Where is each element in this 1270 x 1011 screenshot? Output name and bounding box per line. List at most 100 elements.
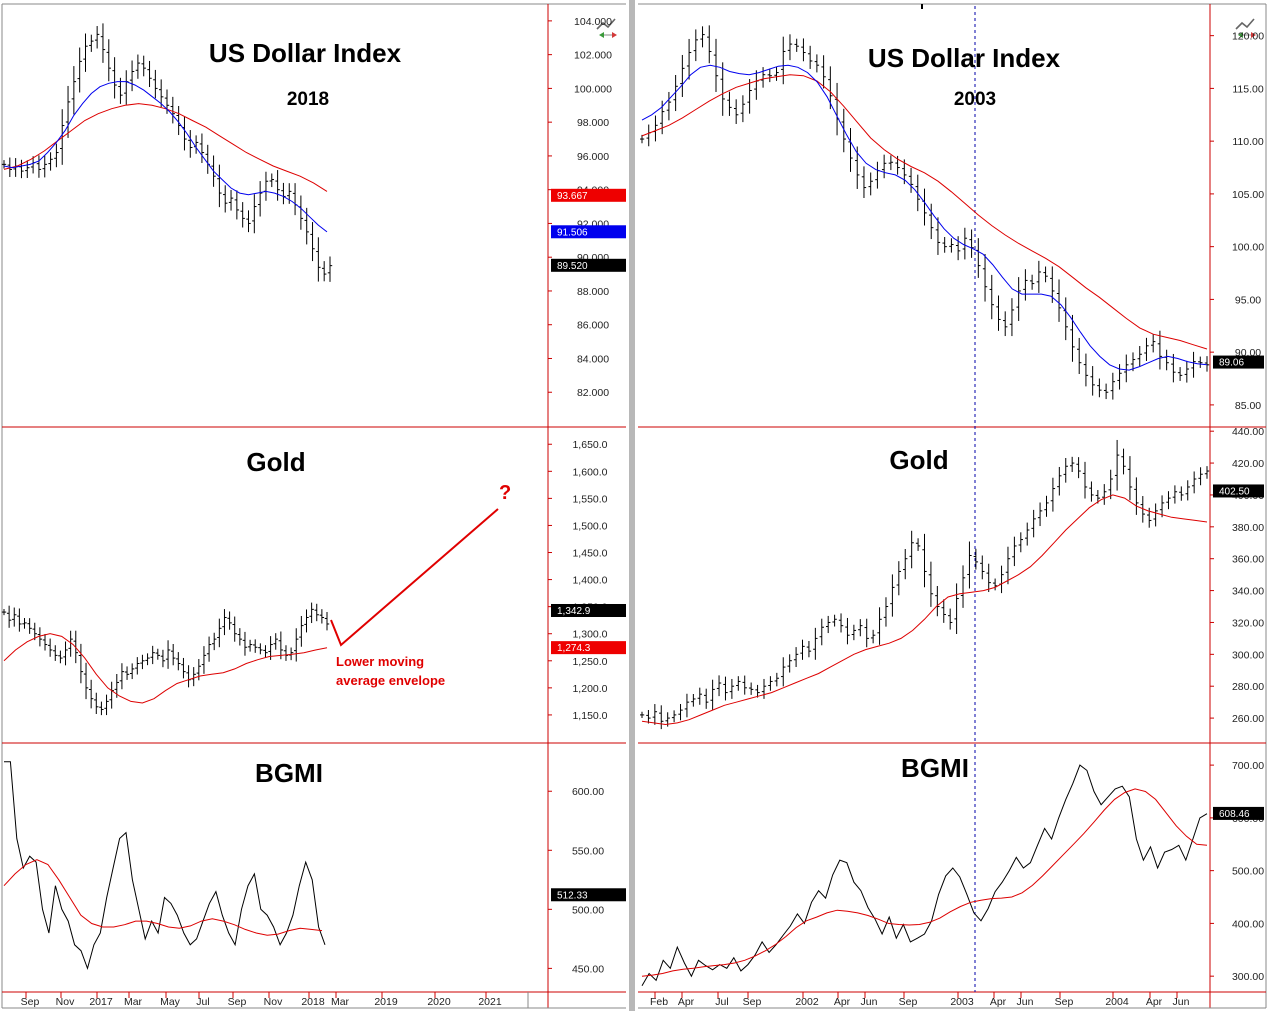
price-bar: [1056, 279, 1062, 322]
envelope-annotation: ? Lower moving average envelope: [330, 482, 511, 688]
price-bar: [1082, 461, 1088, 499]
price-bar: [640, 711, 645, 719]
price-bar: [212, 632, 217, 651]
price-bar: [678, 704, 683, 721]
price-bar: [767, 68, 772, 83]
price-bar: [774, 672, 780, 687]
price-bar: [861, 166, 867, 199]
projection-question-mark: ?: [499, 482, 511, 504]
panel-divider: [629, 0, 635, 1011]
y-tick-label: 300.00: [1232, 971, 1264, 983]
price-bar: [1076, 457, 1081, 479]
price-bar: [1102, 484, 1107, 505]
price-bar: [217, 164, 222, 208]
y-tick-label: 104.000: [574, 16, 612, 28]
price-bar: [77, 47, 82, 93]
last-value-badge: [551, 888, 626, 902]
last-value-badge-label: 402.50: [1219, 486, 1250, 497]
y-tick-label: 300.00: [1232, 649, 1264, 661]
y-tick-label: 96.000: [577, 151, 609, 163]
x-tick-label: 2004: [1105, 996, 1129, 1008]
price-bar: [147, 60, 152, 88]
price-bar: [1198, 356, 1203, 368]
last-value-badge-label: 93.667: [557, 191, 588, 202]
price-bar: [53, 645, 58, 661]
price-bar: [748, 682, 754, 695]
price-bar: [1023, 269, 1028, 301]
price-bar: [153, 69, 158, 99]
right-chart-frame: [638, 3, 1267, 1009]
x-tick-label: Mar: [124, 996, 143, 1008]
price-bar: [42, 633, 48, 651]
price-bar: [716, 675, 722, 697]
price-bar: [877, 607, 882, 645]
y-tick-label: 1,600.0: [572, 466, 607, 478]
y-tick-label: 120.00: [1232, 31, 1264, 43]
price-bar: [223, 185, 228, 213]
price-bar: [135, 54, 141, 79]
x-tick-label: Feb: [650, 996, 668, 1008]
price-bar: [1127, 456, 1133, 501]
fast-moving-average-line: [641, 64, 1208, 371]
x-tick-label: 2021: [478, 996, 502, 1008]
price-bar: [989, 274, 994, 320]
price-bar: [1, 608, 7, 616]
x-tick-label: Nov: [264, 996, 283, 1008]
price-bar: [1171, 353, 1176, 383]
price-bar: [760, 67, 766, 88]
fast-moving-average-line: [3, 81, 328, 233]
price-bar: [321, 261, 327, 282]
price-bar: [1097, 378, 1102, 398]
price-bar: [1044, 495, 1049, 517]
chart-settings-icon[interactable]: [1235, 18, 1256, 38]
price-bar: [691, 693, 696, 707]
price-bar: [1031, 509, 1036, 538]
price-bar: [659, 705, 664, 730]
price-bar: [723, 676, 728, 701]
price-bar: [165, 640, 171, 669]
price-bar: [27, 618, 32, 634]
y-tick-label: 500.00: [572, 904, 604, 916]
price-bar: [729, 678, 735, 699]
price-bar: [801, 38, 806, 62]
price-bar: [1095, 490, 1101, 504]
chart-settings-icon[interactable]: [596, 18, 617, 38]
y-tick-label: 400.00: [1232, 918, 1264, 930]
price-bar: [851, 624, 857, 641]
price-bar: [1121, 448, 1126, 475]
price-bar: [996, 295, 1001, 331]
price-bar: [986, 563, 991, 593]
price-bar: [1108, 469, 1113, 500]
price-bar: [1037, 502, 1043, 527]
price-bar: [800, 639, 805, 660]
y-tick-label: 450.00: [572, 963, 604, 975]
price-bar: [237, 628, 243, 646]
y-tick-label: 1,200.0: [572, 683, 607, 695]
y-tick-label: 1,550.0: [572, 493, 607, 505]
y-tick-label: 110.00: [1232, 136, 1263, 148]
price-bar: [234, 190, 240, 220]
price-bar: [929, 203, 934, 240]
price-bar: [12, 607, 17, 627]
slow-moving-average-line: [641, 494, 1208, 726]
price-bar: [1117, 364, 1122, 390]
price-bar: [821, 55, 826, 89]
price-bar: [1005, 546, 1011, 585]
y-tick-label: 500.00: [1232, 866, 1264, 878]
price-bar: [909, 530, 914, 569]
price-bar: [755, 684, 760, 698]
usd-2003-subtitle: 2003: [954, 89, 996, 110]
price-bar: [814, 54, 820, 73]
price-bar: [973, 548, 979, 570]
price-bar: [740, 95, 746, 123]
price-bar: [935, 585, 940, 617]
price-bar: [1185, 480, 1190, 501]
price-bar: [22, 618, 27, 629]
y-tick-label: 86.000: [577, 320, 609, 332]
price-bar: [992, 578, 998, 591]
price-bar: [170, 643, 176, 666]
price-bar: [793, 647, 799, 668]
price-bar: [83, 33, 88, 72]
price-bar: [141, 55, 146, 77]
price-bar: [1003, 311, 1008, 337]
